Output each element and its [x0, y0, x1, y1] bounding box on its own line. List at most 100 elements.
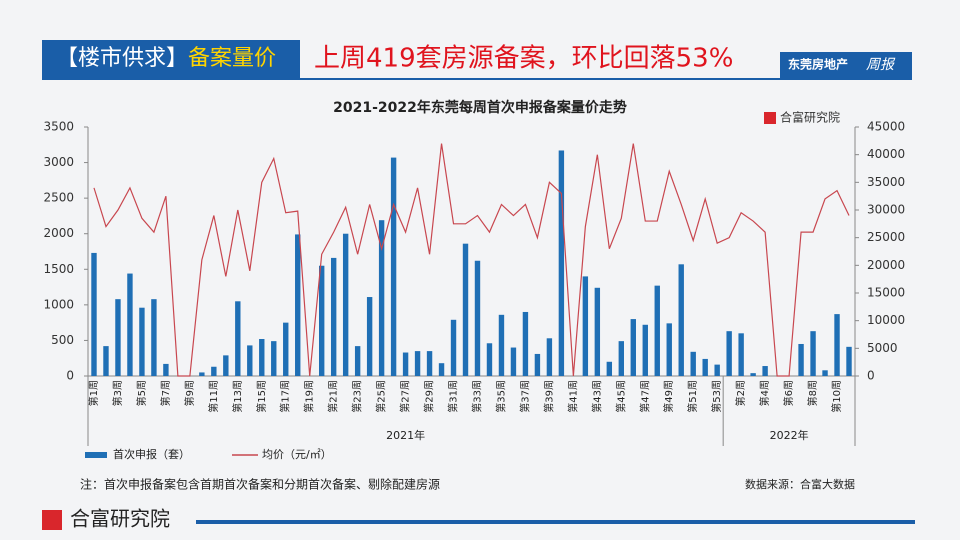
note: 注：首次申报备案包含首期首次备案和分期首次备案、剔除配建房源 — [80, 477, 440, 492]
x-tick-label: 第45周 — [614, 380, 627, 413]
bar — [103, 346, 109, 376]
x-tick-label: 第6周 — [782, 380, 795, 406]
bar — [498, 314, 505, 376]
bar — [558, 150, 565, 376]
y2-tick-label: 25000 — [867, 230, 905, 244]
bar — [810, 331, 816, 376]
x-tick-label: 第27周 — [399, 380, 412, 413]
bar — [211, 366, 217, 376]
bar — [582, 276, 589, 376]
x-tick-label: 第21周 — [327, 380, 340, 413]
bar — [366, 297, 373, 376]
x-tick-label: 第31周 — [447, 380, 460, 413]
bar — [666, 323, 672, 376]
tag-highlight: 备案量价 — [188, 46, 276, 71]
y2-tick-label: 5000 — [867, 341, 898, 355]
x-tick-label: 第17周 — [279, 380, 292, 413]
bar — [247, 345, 253, 376]
bar — [738, 333, 744, 376]
year-label: 2021年 — [386, 428, 425, 442]
x-tick-label: 第1周 — [87, 380, 100, 406]
x-tick-label: 第19周 — [303, 380, 316, 413]
bar — [139, 307, 145, 376]
legend-label: 首次申报（套） — [113, 447, 190, 461]
x-tick-label: 第11周 — [207, 380, 220, 413]
bar — [354, 346, 361, 376]
bar — [606, 361, 613, 376]
bar — [223, 355, 229, 376]
bar — [151, 299, 157, 376]
bar — [546, 338, 553, 376]
y-tick-label: 3000 — [43, 155, 74, 169]
y-tick-label: 1000 — [43, 297, 74, 311]
company: 合富研究院 — [70, 507, 170, 531]
bar — [510, 347, 517, 376]
bar — [235, 301, 241, 376]
y2-tick-label: 20000 — [867, 258, 905, 272]
y-tick-label: 2500 — [43, 191, 74, 205]
bar — [750, 373, 756, 376]
x-tick-label: 第5周 — [135, 380, 148, 406]
bar — [798, 343, 804, 376]
bar — [702, 358, 708, 376]
brand-box — [780, 52, 912, 78]
bar — [450, 319, 457, 376]
y2-tick-label: 35000 — [867, 175, 905, 189]
brand: 东莞房地产 — [788, 57, 848, 72]
tag: 【楼市供求】备案量价 — [56, 46, 276, 71]
plot: 0500100015002000250030003500050001000015… — [43, 120, 905, 462]
bar — [438, 363, 445, 376]
x-tick-label: 第10周 — [830, 380, 843, 413]
bar — [690, 351, 696, 376]
bar — [378, 220, 385, 376]
bar — [295, 234, 301, 376]
x-tick-label: 第33周 — [470, 380, 483, 413]
y2-tick-label: 15000 — [867, 286, 905, 300]
source: 数据来源：合富大数据 — [745, 477, 855, 491]
tag-box — [42, 40, 300, 78]
x-tick-label: 第25周 — [375, 380, 388, 413]
bar — [534, 353, 541, 376]
x-tick-label: 第41周 — [566, 380, 579, 413]
bar — [318, 265, 325, 376]
x-tick-label: 第9周 — [183, 380, 196, 406]
tag-text: 【楼市供求】 — [56, 46, 188, 71]
bar — [390, 157, 397, 376]
bar — [678, 264, 684, 376]
x-tick-label: 第2周 — [734, 380, 747, 406]
x-tick-label: 第37周 — [518, 380, 531, 413]
bar — [522, 311, 529, 376]
bar — [462, 243, 469, 376]
y2-tick-label: 40000 — [867, 147, 905, 161]
bar — [834, 314, 840, 376]
x-tick-label: 第51周 — [686, 380, 699, 413]
x-tick-label: 第8周 — [806, 380, 819, 406]
bar — [474, 260, 481, 376]
bar — [402, 352, 409, 376]
brand-suffix: 周报 — [866, 57, 896, 73]
y2-tick-label: 30000 — [867, 203, 905, 217]
bar — [426, 351, 433, 376]
bar — [762, 366, 768, 376]
y2-tick-label: 0 — [867, 369, 875, 383]
bar — [642, 324, 648, 376]
bar — [163, 363, 169, 376]
y-tick-label: 1500 — [43, 262, 74, 276]
y2-tick-label: 45000 — [867, 120, 905, 134]
y-tick-label: 500 — [51, 333, 74, 347]
price-line — [93, 143, 850, 377]
x-tick-label: 第23周 — [351, 380, 364, 413]
bar — [594, 287, 601, 376]
bar — [726, 331, 732, 376]
bar — [486, 343, 493, 376]
x-tick-label: 第35周 — [494, 380, 507, 413]
y-tick-label: 2000 — [43, 226, 74, 240]
bar — [846, 346, 852, 376]
x-tick-label: 第49周 — [662, 380, 675, 413]
legend-swatch — [85, 452, 107, 458]
bar — [271, 341, 277, 376]
bar — [342, 233, 349, 376]
logo-icon — [764, 112, 776, 124]
bar — [91, 252, 97, 376]
